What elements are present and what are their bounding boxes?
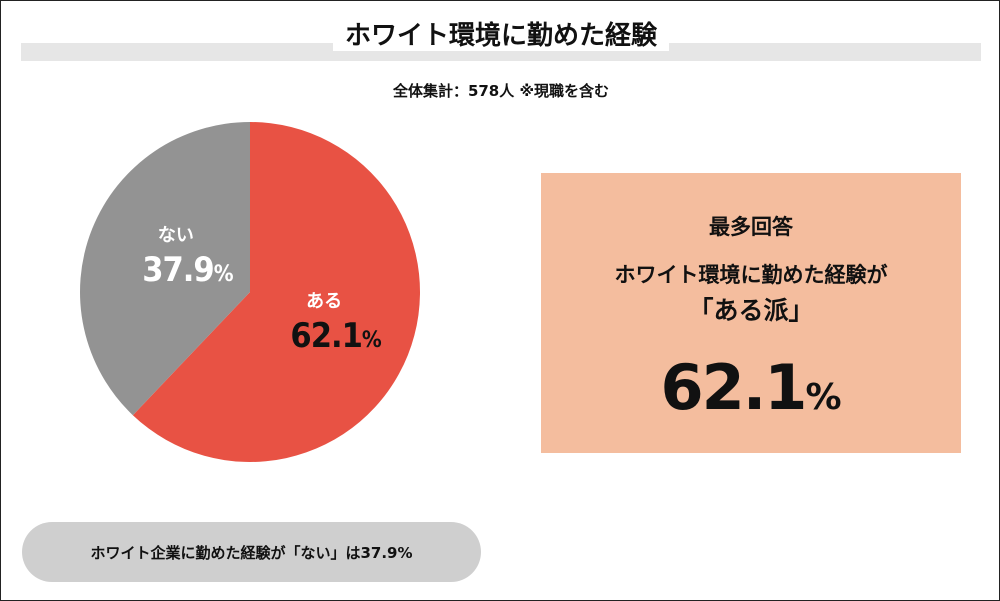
pie-slice-label-0: ある <box>306 291 342 312</box>
pie-chart: ある 62.1% ない 37.9% <box>80 122 420 462</box>
pie-slice-0 <box>132 122 420 462</box>
chart-title: ホワイト環境に勤めた経験 <box>1 15 1000 52</box>
pie-slice-value-0: 62.1% <box>290 316 381 356</box>
title-bar <box>21 43 981 61</box>
highlight-value: 62.1% <box>541 351 961 424</box>
highlight-heading: 最多回答 <box>709 215 793 239</box>
note-text: ホワイト企業に勤めた経験が「ない」は37.9% <box>90 543 413 562</box>
highlight-line1: ホワイト環境に勤めた経験が <box>614 263 888 287</box>
highlight-box: 最多回答 ホワイト環境に勤めた経験が 「ある派」 62.1% <box>541 173 961 453</box>
chart-subtitle: 全体集計：578人 ※現職を含む <box>392 82 610 100</box>
note-pill: ホワイト企業に勤めた経験が「ない」は37.9% <box>22 522 481 582</box>
pie-slice-1 <box>80 122 250 416</box>
pie-slice-label-1: ない <box>158 225 194 246</box>
highlight-line2: 「ある派」 <box>688 296 814 325</box>
highlight-value-number: 62.1 <box>660 351 807 424</box>
pie-slice-value-1: 37.9% <box>142 250 233 290</box>
highlight-value-unit: % <box>805 377 842 418</box>
chart-title-text: ホワイト環境に勤めた経験 <box>332 21 669 51</box>
